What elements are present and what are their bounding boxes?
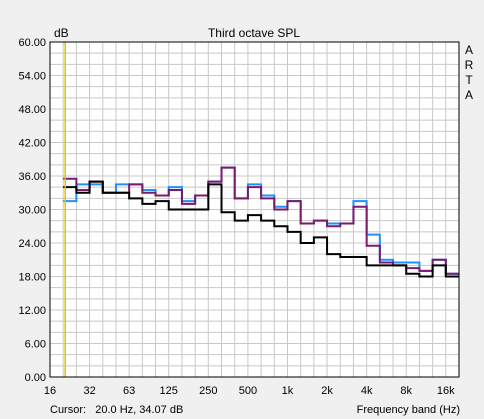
x-tick-label: 2k <box>321 385 333 397</box>
y-tick-labels: 0.00 6.00 12.00 18.00 24.00 30.00 36.00 42.00 48… <box>18 37 46 384</box>
x-tick-label: 1k <box>282 385 294 397</box>
y-tick-label: 30.00 <box>18 205 46 217</box>
x-axis-label: Frequency band (Hz) <box>357 404 460 416</box>
y-tick-label: 54.00 <box>18 71 46 83</box>
x-tick-label: 4k <box>361 385 373 397</box>
x-tick-label: 16 <box>44 385 56 397</box>
y-tick-label: 18.00 <box>18 272 46 284</box>
series-line-3 <box>63 180 459 278</box>
y-tick-label: 36.00 <box>18 171 46 183</box>
y-tick-label: 42.00 <box>18 138 46 150</box>
cursor-readout: Cursor: 20.0 Hz, 34.07 dB <box>50 404 183 416</box>
x-tick-label: 500 <box>239 385 257 397</box>
x-tick-label: 8k <box>400 385 412 397</box>
series-line-2 <box>63 166 459 275</box>
y-tick-label: 60.00 <box>18 37 46 49</box>
y-tick-label: 24.00 <box>18 238 46 250</box>
x-tick-label: 32 <box>83 385 95 397</box>
y-tick-label: 0.00 <box>25 372 46 384</box>
series-group <box>63 166 459 278</box>
y-tick-label: 48.00 <box>18 104 46 116</box>
x-tick-label: 63 <box>123 385 135 397</box>
x-tick-label: 16k <box>437 385 455 397</box>
plot-frame <box>49 41 460 378</box>
y-axis-label: dB <box>54 26 69 40</box>
y-tick-label: 12.00 <box>18 305 46 317</box>
x-tick-label: 125 <box>160 385 178 397</box>
chart-title: Third octave SPL <box>208 26 300 40</box>
x-tick-labels: 16 32 63 125 250 500 1k 2k 4k 8k 16k <box>44 385 455 397</box>
y-tick-label: 6.00 <box>25 339 46 351</box>
x-tick-label: 250 <box>199 385 217 397</box>
